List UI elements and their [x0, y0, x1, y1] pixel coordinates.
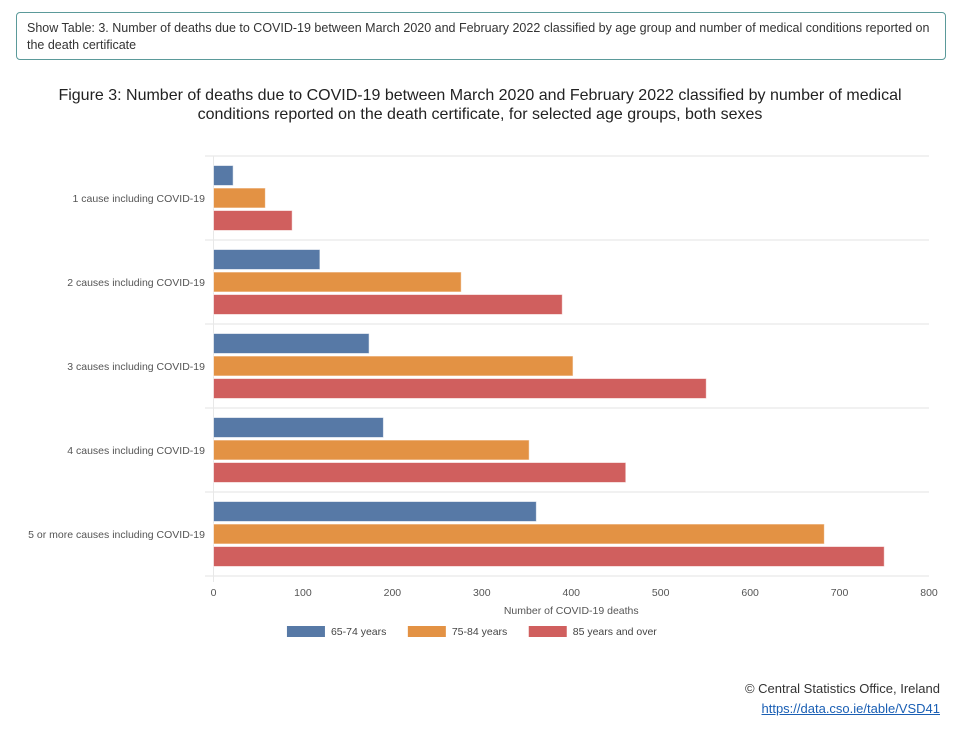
- x-tick-label: 600: [741, 587, 759, 599]
- legend-swatch: [407, 626, 446, 637]
- x-tick-label: 300: [473, 587, 491, 599]
- bar-65-74-years-4[interactable]: [213, 417, 384, 438]
- category-label: 3 causes including COVID-19: [67, 361, 205, 373]
- category-label: 1 cause including COVID-19: [73, 193, 206, 205]
- legend-label: 65-74 years: [331, 626, 386, 638]
- source-link[interactable]: https://data.cso.ie/table/VSD41: [761, 701, 941, 716]
- figure-title: Figure 3: Number of deaths due to COVID-…: [58, 87, 902, 123]
- bar-75-84-years-5[interactable]: [213, 523, 825, 545]
- category-label: 4 causes including COVID-19: [67, 445, 205, 457]
- legend-label: 85 years and over: [573, 626, 658, 638]
- legend-item[interactable]: 75-84 years: [407, 626, 507, 638]
- bar-85-years-and-over-4[interactable]: [213, 462, 627, 483]
- bar-85-years-and-over-2[interactable]: [213, 294, 563, 315]
- legend-swatch: [528, 626, 567, 637]
- show-table-toggle[interactable]: Show Table: 3. Number of deaths due to C…: [16, 12, 946, 60]
- legend-swatch: [286, 626, 325, 637]
- bar-65-74-years-1[interactable]: [213, 165, 234, 186]
- credit-block: © Central Statistics Office, Ireland htt…: [745, 679, 940, 719]
- bars-layer: [213, 165, 885, 567]
- bar-chart: 1 cause including COVID-19 2 causes inclu…: [28, 155, 938, 638]
- bar-75-84-years-1[interactable]: [213, 187, 266, 209]
- bar-85-years-and-over-1[interactable]: [213, 210, 293, 231]
- legend-item[interactable]: 65-74 years: [286, 626, 386, 638]
- legend: 65-74 years 75-84 years 85 years and over: [286, 626, 658, 638]
- x-tick-label: 400: [562, 587, 580, 599]
- x-tick-labels: 0 100 200 300 400 500 600 700 800: [211, 587, 938, 599]
- bar-65-74-years-2[interactable]: [213, 249, 321, 270]
- legend-label: 75-84 years: [452, 626, 507, 638]
- bar-85-years-and-over-5[interactable]: [213, 546, 885, 567]
- category-label: 2 causes including COVID-19: [67, 277, 205, 289]
- bar-65-74-years-3[interactable]: [213, 333, 370, 354]
- x-tick-label: 500: [652, 587, 670, 599]
- x-tick-label: 0: [211, 587, 217, 599]
- x-axis-title: Number of COVID-19 deaths: [504, 605, 639, 617]
- copyright-text: © Central Statistics Office, Ireland: [744, 681, 940, 696]
- category-label: 5 or more causes including COVID-19: [28, 529, 205, 541]
- bar-65-74-years-5[interactable]: [213, 501, 537, 522]
- x-tick-label: 200: [384, 587, 402, 599]
- bar-85-years-and-over-3[interactable]: [213, 378, 707, 399]
- category-labels: 1 cause including COVID-19 2 causes inclu…: [28, 193, 205, 541]
- x-tick-label: 800: [920, 587, 938, 599]
- x-tick-label: 100: [294, 587, 312, 599]
- legend-item[interactable]: 85 years and over: [528, 626, 658, 638]
- bar-75-84-years-4[interactable]: [213, 439, 530, 461]
- x-tick-label: 700: [831, 587, 849, 599]
- bar-75-84-years-2[interactable]: [213, 271, 462, 293]
- bar-75-84-years-3[interactable]: [213, 355, 574, 377]
